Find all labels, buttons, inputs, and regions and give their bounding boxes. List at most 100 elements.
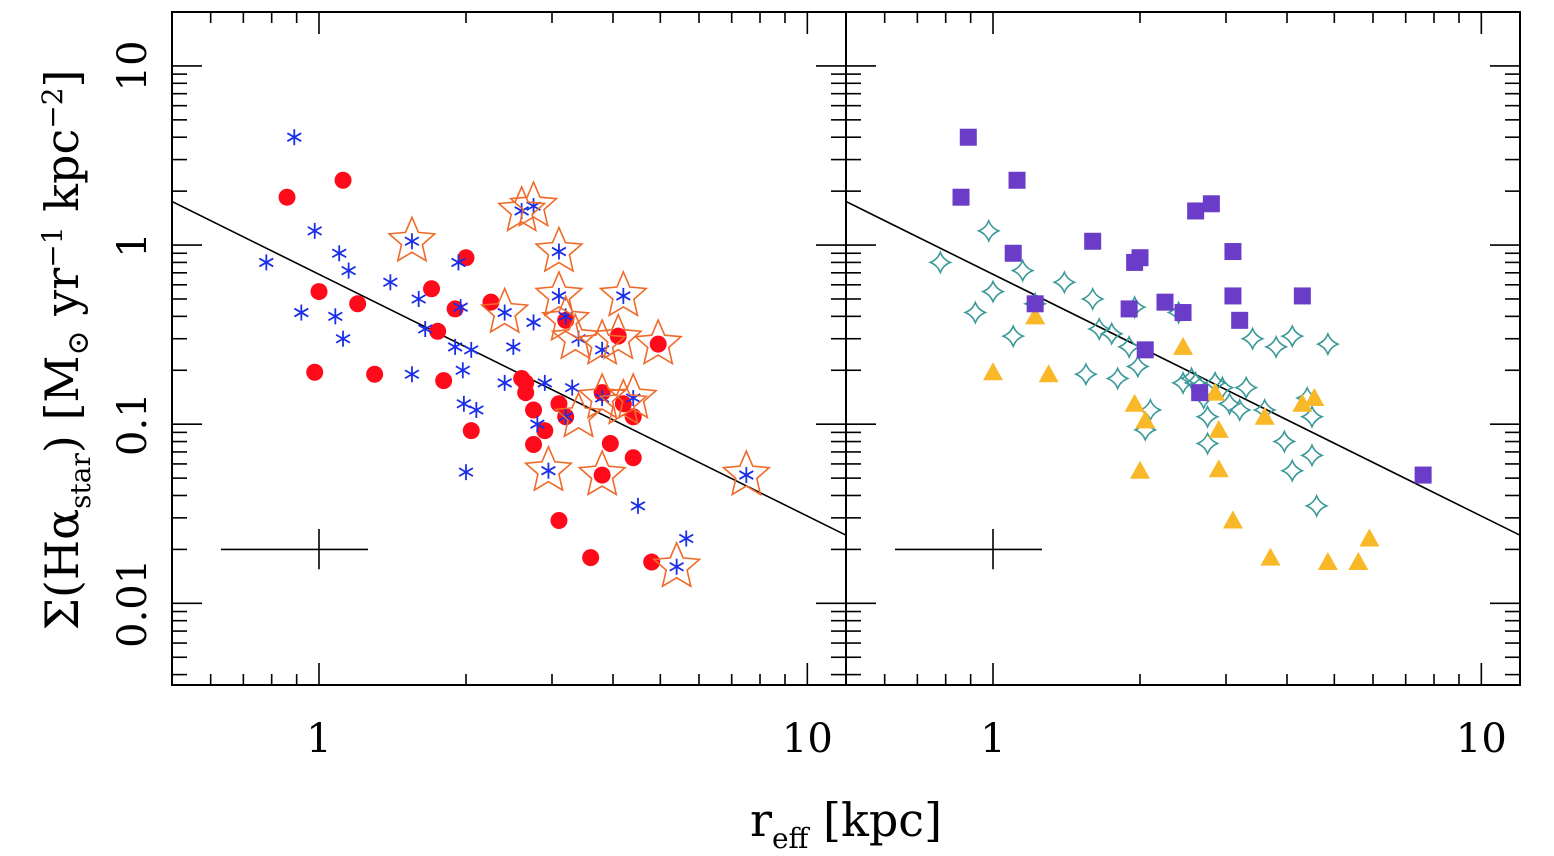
open-star-point xyxy=(534,269,584,317)
open-star-point xyxy=(651,540,702,588)
asterisk-point xyxy=(258,254,274,271)
asterisk-point xyxy=(335,330,351,347)
dot-point xyxy=(643,553,661,571)
asterisk-point xyxy=(417,320,433,337)
open-sparkle-point xyxy=(1272,429,1297,454)
data-layer xyxy=(172,129,846,588)
asterisk-point xyxy=(615,287,631,304)
left-panel: 1 10 0.01 0.1 1 10 xyxy=(110,11,847,762)
plot-frame xyxy=(845,11,1521,686)
triangle-point xyxy=(1292,393,1313,412)
open-sparkle-point xyxy=(963,300,988,325)
asterisk-series xyxy=(258,129,754,575)
open-sparkle-point xyxy=(980,279,1006,304)
dot-point xyxy=(517,384,535,402)
asterisk-point xyxy=(541,462,556,479)
open-sparkle-point xyxy=(1280,323,1305,349)
dot-point xyxy=(334,171,352,189)
dot-point xyxy=(457,249,475,267)
triangle-point xyxy=(1208,419,1229,438)
triangle-point xyxy=(1359,528,1380,547)
y-axis-title: Σ(Hαstar) [M⊙ yr−1 kpc−2] xyxy=(35,70,97,631)
open-star-point xyxy=(577,318,627,366)
x-axis-title: reff [kpc] xyxy=(750,793,942,855)
dot-point xyxy=(306,363,324,381)
triangle-point xyxy=(1038,364,1059,383)
triangle-point xyxy=(1254,406,1275,425)
open-star-point xyxy=(508,180,559,228)
square-point xyxy=(1414,466,1432,484)
y-axis-label: Σ(Hαstar) [M⊙ yr−1 kpc−2] xyxy=(35,70,97,631)
asterisk-point xyxy=(447,338,463,355)
square-point xyxy=(1224,287,1242,305)
open-sparkle-point xyxy=(1001,323,1026,349)
asterisk-point xyxy=(529,416,545,433)
asterisk-point xyxy=(453,299,469,316)
dot-point xyxy=(435,372,453,390)
square-point xyxy=(1187,202,1205,220)
ring-star-series xyxy=(387,180,772,588)
square-point xyxy=(1156,293,1174,311)
asterisk-point xyxy=(327,308,343,325)
open-sparkle-point xyxy=(1073,362,1099,387)
asterisk-point xyxy=(526,314,541,331)
square-point xyxy=(1131,249,1149,267)
open-sparkle-point xyxy=(976,218,1001,244)
square-point xyxy=(1191,384,1209,402)
triangle-point xyxy=(1222,510,1243,529)
open-sparkle-point xyxy=(1116,334,1142,360)
dot-point xyxy=(310,283,328,301)
triangle-point xyxy=(1025,306,1046,325)
asterisk-point xyxy=(341,262,357,279)
asterisk-point xyxy=(738,467,754,484)
y-tick-label: 10 xyxy=(110,40,156,91)
dot-point xyxy=(525,436,543,454)
open-sparkle-point xyxy=(1010,258,1035,283)
x-tick-label: 1 xyxy=(306,716,331,762)
square-point xyxy=(952,188,970,206)
square-point xyxy=(1231,311,1249,329)
square-point xyxy=(1202,195,1220,213)
y-tick-label: 1 xyxy=(110,232,156,257)
open-star-point xyxy=(550,312,601,360)
dot-point xyxy=(582,549,600,567)
triangle-point xyxy=(1348,552,1369,571)
open-sparkle-point xyxy=(1299,443,1325,468)
dot-point xyxy=(429,322,447,340)
open-star-point xyxy=(540,294,591,342)
open-sparkle-point xyxy=(1125,354,1151,379)
dot-series xyxy=(278,171,667,571)
open-star-point xyxy=(479,286,530,334)
open-star-point xyxy=(593,312,644,360)
asterisk-point xyxy=(669,558,685,575)
triangle-point xyxy=(1260,547,1281,566)
dot-point xyxy=(366,365,384,383)
open-star-point xyxy=(523,444,574,492)
triangle-series xyxy=(983,306,1380,571)
asterisk-point xyxy=(411,290,427,307)
asterisk-point xyxy=(497,374,513,391)
dot-point xyxy=(550,511,568,529)
asterisk-point xyxy=(331,245,347,262)
dot-point xyxy=(525,401,543,419)
open-sparkle-point xyxy=(1080,286,1105,312)
open-sparkle-point xyxy=(1227,397,1252,423)
square-point xyxy=(1026,295,1044,313)
square-point xyxy=(1120,300,1138,318)
square-point xyxy=(959,128,977,146)
open-sparkle-point xyxy=(1304,493,1329,519)
triangle-point xyxy=(1317,552,1338,571)
asterisk-point xyxy=(551,243,567,260)
asterisk-point xyxy=(551,287,567,304)
asterisk-point xyxy=(382,274,398,291)
square-point xyxy=(1084,232,1102,250)
asterisk-point xyxy=(286,129,302,146)
square-series xyxy=(952,128,1432,484)
asterisk-point xyxy=(463,341,479,358)
triangle-point xyxy=(1135,410,1156,429)
asterisk-point xyxy=(468,402,484,419)
triangle-point xyxy=(1205,382,1226,401)
triangle-point xyxy=(1208,459,1229,478)
open-sparkle-point xyxy=(1195,431,1220,456)
open-sparkle-point xyxy=(1280,458,1305,483)
